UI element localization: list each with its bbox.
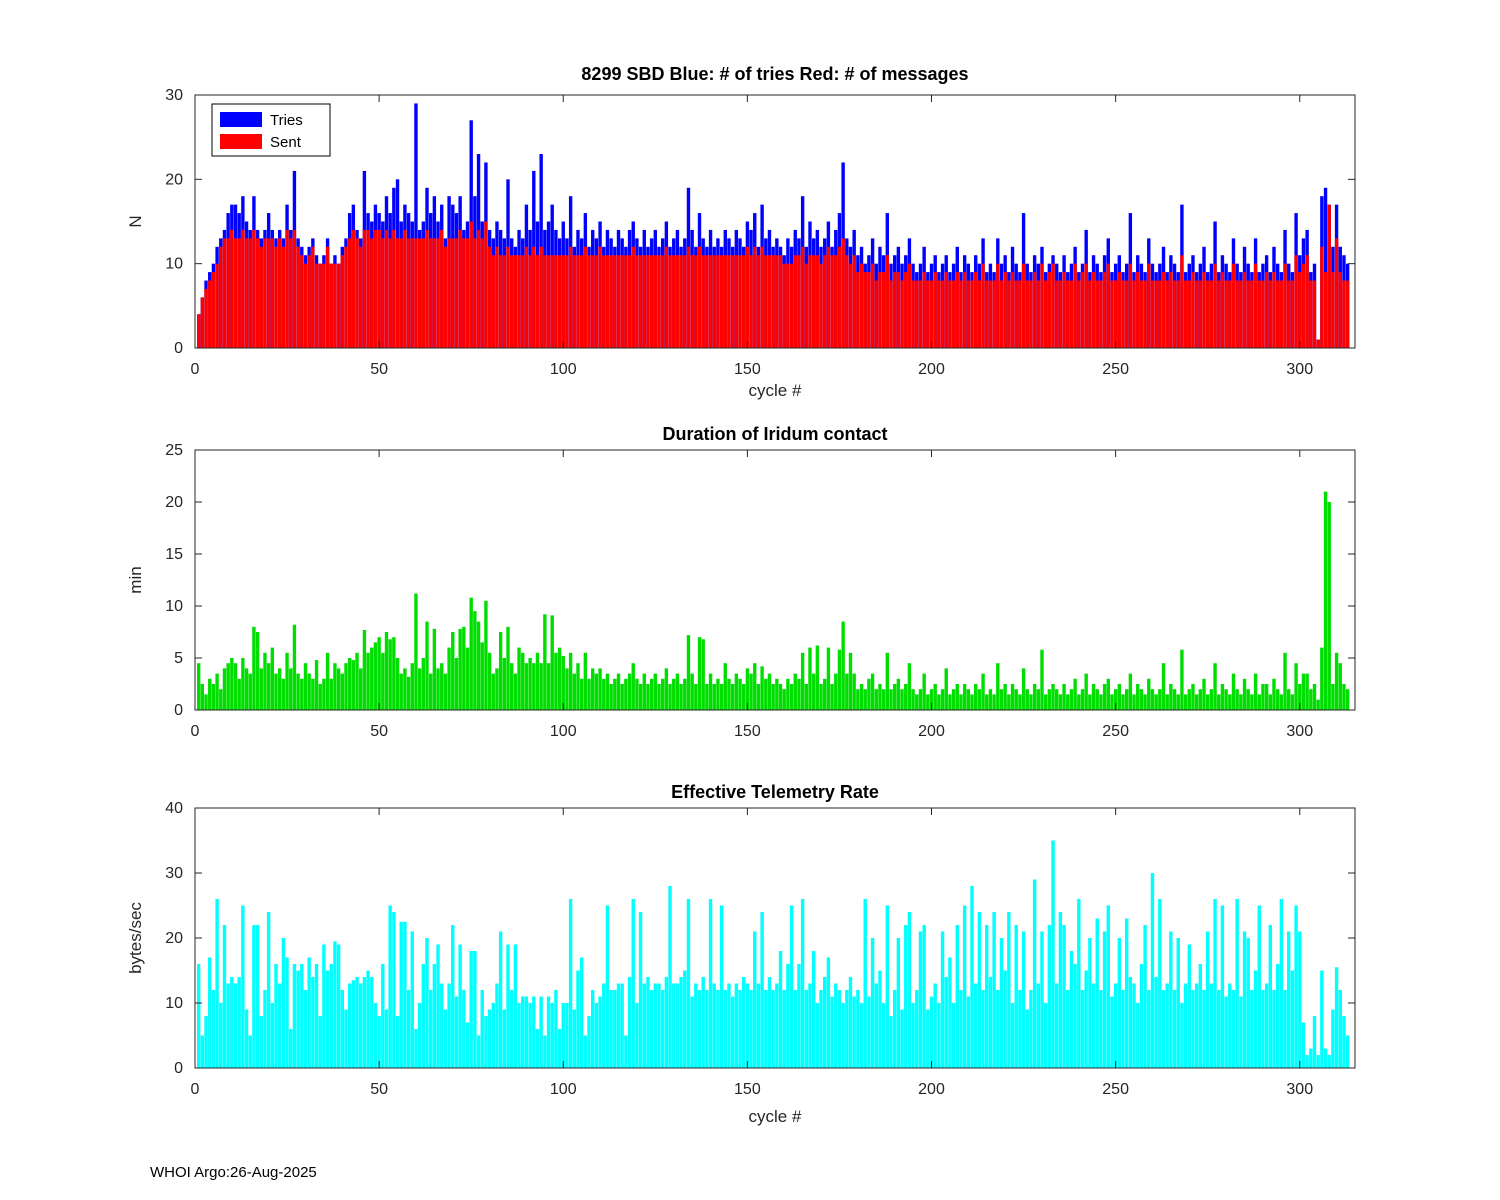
svg-text:250: 250 — [1102, 1081, 1129, 1098]
legend-swatch-tries — [220, 112, 262, 127]
axes-box — [194, 94, 1356, 349]
svg-text:50: 50 — [370, 723, 388, 740]
svg-text:25: 25 — [165, 442, 183, 459]
svg-text:0: 0 — [174, 1060, 183, 1077]
svg-text:20: 20 — [165, 930, 183, 947]
svg-text:15: 15 — [165, 546, 183, 563]
svg-text:150: 150 — [734, 1081, 761, 1098]
x-axis-label: cycle # — [749, 1107, 802, 1126]
svg-text:300: 300 — [1286, 1081, 1313, 1098]
svg-text:0: 0 — [191, 723, 200, 740]
svg-text:50: 50 — [370, 361, 388, 378]
svg-text:40: 40 — [165, 800, 183, 817]
svg-text:0: 0 — [174, 340, 183, 357]
bars-duration — [196, 491, 1350, 710]
tick-marks — [194, 449, 1355, 711]
svg-text:10: 10 — [165, 995, 183, 1012]
svg-text:100: 100 — [550, 723, 577, 740]
y-axis-label: N — [126, 215, 145, 227]
chart-title: Duration of Iridum contact — [663, 424, 888, 444]
bars-rate — [196, 840, 1350, 1068]
svg-text:30: 30 — [165, 865, 183, 882]
svg-text:5: 5 — [174, 650, 183, 667]
svg-text:0: 0 — [191, 1081, 200, 1098]
svg-text:20: 20 — [165, 171, 183, 188]
legend-label-sent: Sent — [270, 134, 302, 151]
svg-text:150: 150 — [734, 723, 761, 740]
y-axis-label: bytes/sec — [126, 902, 145, 974]
tick-marks — [194, 94, 1355, 349]
tick-labels: 0 50 100 150 200 250 300 0 5 10 15 20 25 — [165, 442, 1313, 740]
chart-title: 8299 SBD Blue: # of tries Red: # of mess… — [581, 64, 968, 84]
telemetry-rate-chart: 0 50 100 150 200 250 300 0 10 20 30 40 Effective Tel… — [126, 782, 1356, 1126]
plot-background — [195, 95, 1355, 348]
axes-box — [194, 449, 1356, 711]
svg-text:30: 30 — [165, 87, 183, 104]
legend-label-tries: Tries — [270, 112, 303, 129]
tick-labels: 0 50 100 150 200 250 300 0 10 20 30 40 — [165, 800, 1313, 1098]
svg-text:100: 100 — [550, 1081, 577, 1098]
svg-text:20: 20 — [165, 494, 183, 511]
svg-text:0: 0 — [174, 702, 183, 719]
svg-text:100: 100 — [550, 361, 577, 378]
svg-text:50: 50 — [370, 1081, 388, 1098]
svg-text:300: 300 — [1286, 361, 1313, 378]
svg-text:250: 250 — [1102, 723, 1129, 740]
svg-text:250: 250 — [1102, 361, 1129, 378]
plot-background — [195, 450, 1355, 710]
tick-marks — [194, 807, 1355, 1069]
svg-text:10: 10 — [165, 256, 183, 273]
legend: Tries Sent — [211, 103, 331, 157]
svg-text:200: 200 — [918, 723, 945, 740]
tries-messages-chart: 0 50 100 150 200 250 300 0 10 20 30 8299 SBD Blue: … — [126, 64, 1356, 400]
plot-background — [195, 808, 1355, 1068]
iridium-duration-chart: 0 50 100 150 200 250 300 0 5 10 15 20 25 Duration of … — [126, 424, 1356, 740]
svg-text:200: 200 — [918, 361, 945, 378]
svg-text:0: 0 — [191, 361, 200, 378]
legend-swatch-sent — [220, 134, 262, 149]
bars-sent — [196, 204, 1350, 348]
x-axis-label: cycle # — [749, 381, 802, 400]
svg-text:150: 150 — [734, 361, 761, 378]
svg-text:10: 10 — [165, 598, 183, 615]
watermark-text: WHOI Argo:26-Aug-2025 — [150, 1164, 317, 1181]
chart-title: Effective Telemetry Rate — [671, 782, 879, 802]
svg-text:300: 300 — [1286, 723, 1313, 740]
tick-labels: 0 50 100 150 200 250 300 0 10 20 30 — [165, 87, 1313, 378]
y-axis-label: min — [126, 566, 145, 593]
svg-text:200: 200 — [918, 1081, 945, 1098]
